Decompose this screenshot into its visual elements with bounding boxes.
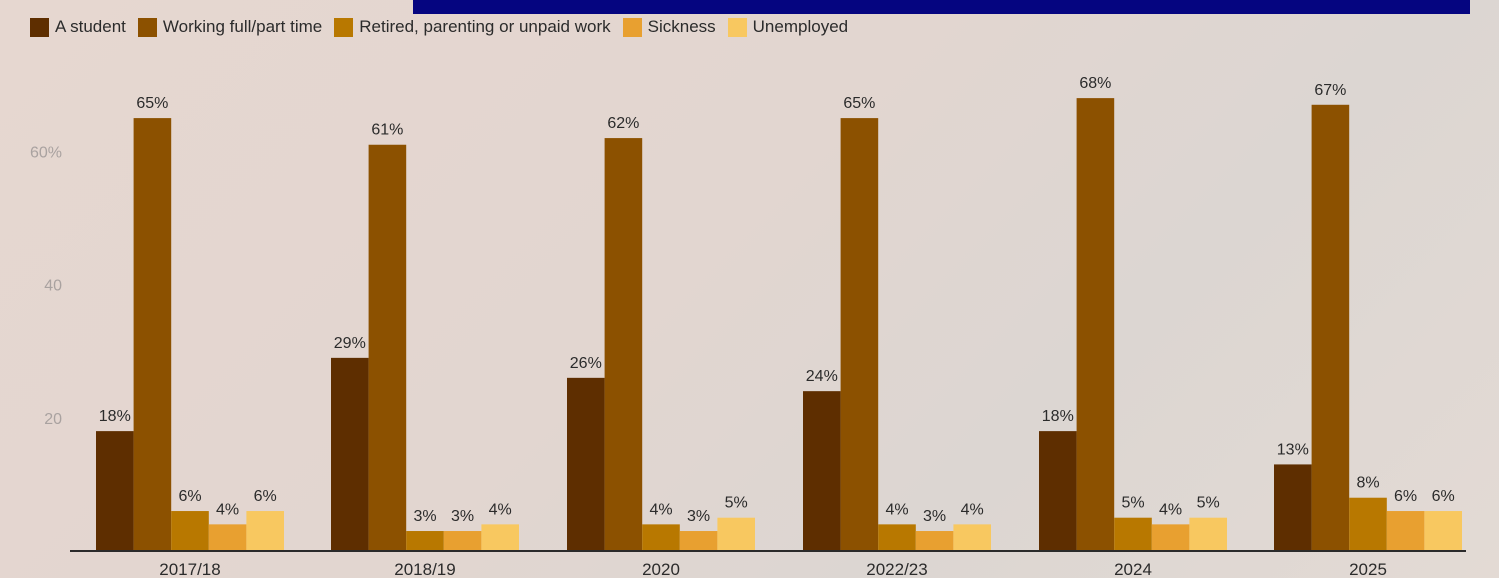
x-tick-label: 2018/19 <box>394 560 455 578</box>
bar <box>133 118 172 551</box>
bar <box>1311 104 1350 551</box>
x-tick-label: 2025 <box>1349 560 1387 578</box>
data-label: 67% <box>1314 82 1346 99</box>
legend-label: A student <box>55 17 126 36</box>
data-label: 65% <box>136 95 168 112</box>
bar <box>368 144 407 552</box>
data-label: 4% <box>216 501 239 518</box>
data-label: 5% <box>725 495 748 512</box>
bar <box>1424 511 1462 551</box>
legend-swatch <box>30 17 49 37</box>
bar <box>679 531 718 551</box>
legend-swatch <box>622 17 642 37</box>
y-tick-label: 60% <box>30 144 62 161</box>
data-label: 3% <box>687 508 710 525</box>
bar <box>1114 517 1152 551</box>
data-label: 68% <box>1079 75 1111 92</box>
data-label: 3% <box>451 508 474 525</box>
data-label: 4% <box>1159 501 1182 518</box>
bar <box>915 531 954 551</box>
data-label: 4% <box>961 501 984 518</box>
legend-item: Unemployed <box>727 17 849 37</box>
x-tick-label: 2022/23 <box>866 560 927 578</box>
bar <box>481 524 519 551</box>
bar <box>1274 464 1312 551</box>
legend-label: Sickness <box>647 17 716 36</box>
legend-swatch <box>727 17 747 37</box>
data-label: 4% <box>885 501 908 518</box>
data-label: 4% <box>489 501 512 518</box>
data-label: 61% <box>371 122 403 139</box>
data-label: 62% <box>607 115 639 132</box>
data-label: 6% <box>254 488 277 505</box>
y-tick-label: 20 <box>44 411 62 428</box>
bar <box>567 377 605 551</box>
legend-label: Unemployed <box>752 17 849 36</box>
data-label: 4% <box>649 501 672 518</box>
x-tick-label: 2017/18 <box>159 560 220 578</box>
legend-item: A student <box>30 17 126 37</box>
bar <box>208 524 247 551</box>
bar <box>878 524 916 551</box>
bar <box>604 138 643 551</box>
x-tick-label: 2024 <box>1114 560 1152 578</box>
bar <box>953 524 991 551</box>
data-label: 6% <box>1432 488 1455 505</box>
data-label: 18% <box>1042 408 1074 425</box>
title-banner <box>413 0 1470 14</box>
data-label: 13% <box>1277 441 1309 458</box>
bar <box>840 118 879 551</box>
legend-item: Retired, parenting or unpaid work <box>334 17 611 37</box>
data-label: 29% <box>334 335 366 352</box>
legend: A student Working full/part time Retired, … <box>30 16 860 38</box>
data-label: 6% <box>1394 488 1417 505</box>
bar <box>443 531 482 551</box>
data-label: 8% <box>1356 475 1379 492</box>
data-label: 65% <box>843 95 875 112</box>
bar <box>1189 517 1227 551</box>
bar <box>406 531 444 551</box>
data-label: 18% <box>99 408 131 425</box>
bar <box>803 391 841 551</box>
bar <box>1076 98 1115 552</box>
bar <box>642 524 680 551</box>
bar <box>1386 511 1425 551</box>
bar <box>1039 431 1077 551</box>
legend-swatch <box>334 17 354 37</box>
y-tick-label: 40 <box>44 278 62 295</box>
legend-label: Working full/part time <box>162 17 323 36</box>
bar <box>1349 497 1387 551</box>
bar <box>246 511 284 551</box>
bar <box>1151 524 1190 551</box>
bar <box>96 431 134 551</box>
data-label: 3% <box>413 508 436 525</box>
data-label: 24% <box>806 368 838 385</box>
bar <box>171 511 209 551</box>
data-label: 6% <box>178 488 201 505</box>
legend-swatch <box>137 17 157 37</box>
x-tick-label: 2020 <box>642 560 680 578</box>
data-label: 5% <box>1197 495 1220 512</box>
legend-label: Retired, parenting or unpaid work <box>359 17 611 36</box>
data-label: 5% <box>1121 495 1144 512</box>
data-label: 3% <box>923 508 946 525</box>
legend-item: Working full/part time <box>137 17 323 37</box>
legend-item: Sickness <box>622 17 716 37</box>
bar <box>717 517 755 551</box>
bar <box>331 357 369 551</box>
data-label: 26% <box>570 355 602 372</box>
